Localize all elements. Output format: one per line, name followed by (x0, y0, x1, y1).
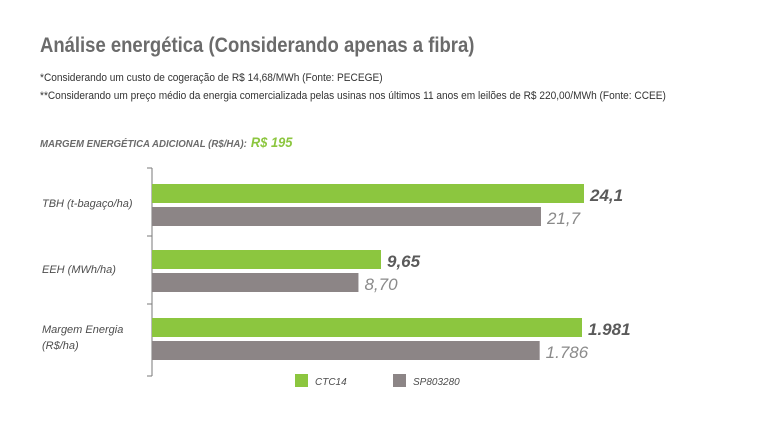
legend-swatch (393, 374, 406, 387)
legend-label: SP803280 (413, 377, 460, 388)
data-label: 24,1 (589, 186, 623, 205)
category-label: Margem Energia (R$/ha) (42, 324, 123, 352)
additional-margin: MARGEM ENERGÉTICA ADICIONAL (R$/HA): R$ … (40, 134, 292, 152)
data-label: 1.981 (588, 320, 631, 339)
bar-primary (152, 318, 582, 337)
data-label: 8,70 (364, 275, 398, 294)
footnote-cogeneration-cost: *Considerando um custo de cogeração de R… (40, 72, 383, 84)
category-label: TBH (t-bagaço/ha) (42, 198, 133, 210)
legend-label: CTC14 (315, 377, 347, 388)
footnote-energy-price: **Considerando um preço médio da energia… (40, 90, 666, 102)
data-label: 9,65 (387, 252, 421, 271)
bar-secondary (152, 207, 541, 226)
bar-secondary (152, 341, 540, 360)
chart-title: Análise energética (Considerando apenas … (40, 34, 475, 57)
data-label: 1.786 (546, 343, 589, 362)
additional-margin-value: R$ 195 (250, 134, 293, 150)
additional-margin-label: MARGEM ENERGÉTICA ADICIONAL (R$/HA): (40, 138, 247, 150)
bar-primary (152, 250, 381, 269)
bar-secondary (152, 273, 359, 292)
data-label: 21,7 (546, 209, 581, 228)
bar-primary (152, 184, 584, 203)
category-label: EEH (MWh/ha) (42, 264, 116, 276)
legend-swatch (295, 374, 308, 387)
